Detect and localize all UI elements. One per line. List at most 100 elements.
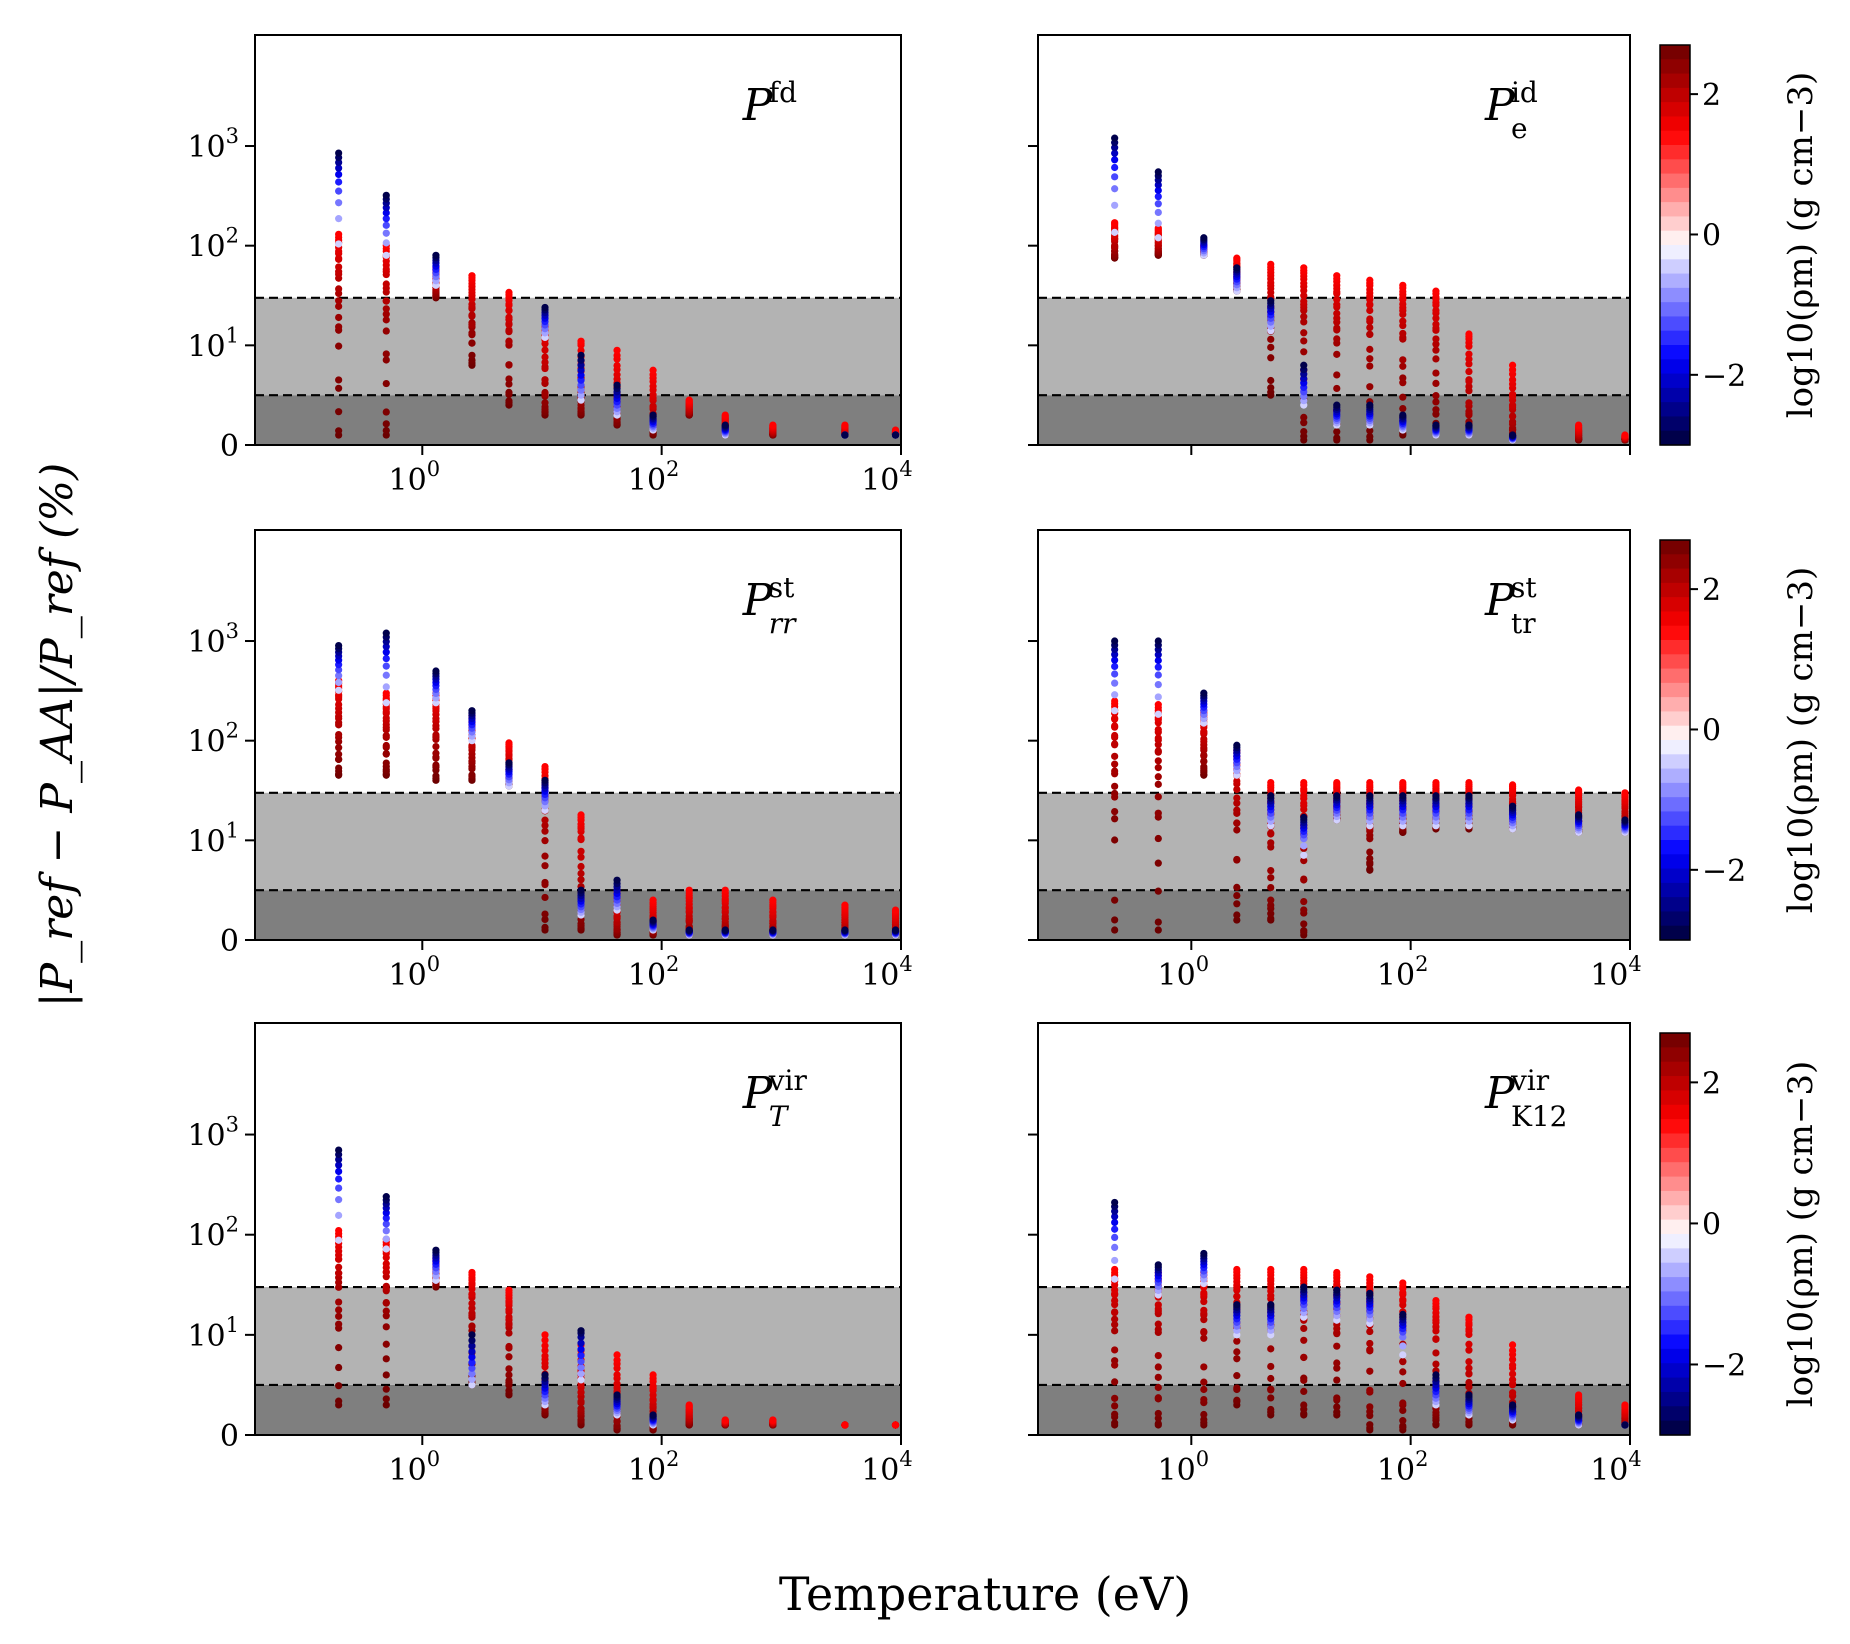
colorbar-segment bbox=[1660, 740, 1690, 755]
data-point bbox=[1267, 883, 1275, 892]
data-point bbox=[1154, 859, 1162, 867]
data-point bbox=[1154, 809, 1162, 817]
colorbar-segment bbox=[1660, 1047, 1690, 1063]
data-point bbox=[1111, 679, 1119, 687]
data-point bbox=[1154, 747, 1162, 755]
data-point bbox=[432, 1246, 440, 1254]
data-point bbox=[335, 755, 343, 763]
data-point bbox=[1200, 1378, 1208, 1386]
data-point bbox=[382, 642, 390, 651]
data-point bbox=[1111, 1419, 1119, 1427]
data-point bbox=[1154, 192, 1162, 201]
data-point bbox=[1465, 778, 1473, 787]
data-point bbox=[505, 337, 513, 345]
data-point bbox=[335, 164, 343, 172]
data-point bbox=[1154, 656, 1162, 665]
colorbar: 2 0 −2 log10(ρm) (g cm−3) bbox=[1659, 539, 1821, 941]
data-point bbox=[1300, 318, 1308, 326]
data-point bbox=[577, 862, 585, 871]
data-point bbox=[577, 876, 585, 884]
y-tick-label: 102 bbox=[187, 224, 239, 265]
data-point bbox=[1508, 781, 1517, 789]
data-point bbox=[468, 1370, 476, 1378]
data-point bbox=[335, 1298, 343, 1306]
data-point bbox=[1366, 345, 1374, 353]
data-point bbox=[505, 1286, 513, 1294]
data-point bbox=[541, 399, 549, 407]
data-point bbox=[613, 1391, 621, 1399]
data-point bbox=[1154, 1363, 1162, 1371]
data-point bbox=[1154, 680, 1162, 689]
data-point bbox=[1267, 778, 1275, 787]
data-point bbox=[468, 1336, 476, 1345]
data-point bbox=[1300, 851, 1308, 859]
data-point bbox=[1465, 350, 1473, 358]
colorbar-frame bbox=[1659, 44, 1691, 446]
colorbar-segment bbox=[1660, 387, 1690, 403]
data-point bbox=[577, 391, 585, 399]
data-point bbox=[1154, 701, 1162, 709]
data-point bbox=[432, 699, 440, 707]
data-point bbox=[1399, 411, 1407, 419]
data-point bbox=[382, 191, 390, 199]
data-point bbox=[613, 346, 621, 354]
colorbar-segment bbox=[1660, 245, 1690, 260]
data-point bbox=[335, 744, 343, 752]
colorbar-segment bbox=[1660, 73, 1690, 89]
data-point bbox=[1111, 1243, 1119, 1252]
y-tick-label: 102 bbox=[187, 719, 239, 760]
data-point bbox=[1333, 309, 1341, 318]
data-point bbox=[1200, 1385, 1208, 1394]
data-point bbox=[335, 297, 343, 305]
plot-area bbox=[1038, 637, 1630, 940]
data-point bbox=[1111, 228, 1119, 236]
data-point bbox=[1267, 1405, 1275, 1414]
data-point bbox=[1154, 208, 1162, 217]
panel-label: Pid e bbox=[1484, 76, 1538, 145]
data-point bbox=[1154, 651, 1162, 659]
data-point bbox=[382, 356, 390, 364]
data-point bbox=[1111, 134, 1119, 142]
data-point bbox=[1200, 1306, 1208, 1314]
data-point bbox=[1432, 346, 1440, 354]
data-point bbox=[1333, 301, 1341, 309]
colorbar-segment bbox=[1660, 1176, 1690, 1192]
data-point bbox=[468, 329, 476, 337]
data-point bbox=[1111, 656, 1119, 664]
data-point bbox=[891, 426, 900, 434]
data-point bbox=[1233, 264, 1241, 272]
data-point bbox=[1333, 1408, 1341, 1416]
data-point bbox=[1366, 792, 1374, 800]
data-point bbox=[1154, 219, 1162, 227]
data-point bbox=[1399, 1417, 1407, 1425]
data-point bbox=[335, 678, 343, 686]
data-point bbox=[335, 686, 343, 694]
x-tick-label: 100 bbox=[389, 457, 441, 498]
data-point bbox=[841, 1421, 849, 1429]
x-tick-label: 100 bbox=[389, 1447, 441, 1488]
colorbar-segment bbox=[1660, 316, 1690, 332]
colorbar-segment bbox=[1660, 1133, 1690, 1149]
data-point bbox=[1432, 406, 1440, 414]
data-point bbox=[541, 1352, 549, 1360]
data-point bbox=[841, 431, 849, 439]
data-point bbox=[1465, 355, 1473, 363]
data-point bbox=[505, 380, 513, 388]
data-point bbox=[1432, 1360, 1440, 1368]
colorbar-segment bbox=[1660, 330, 1690, 346]
data-point bbox=[382, 1235, 390, 1243]
data-point bbox=[468, 1309, 476, 1317]
data-point bbox=[1111, 707, 1119, 715]
colorbar-segment bbox=[1660, 711, 1690, 727]
data-point bbox=[1366, 1273, 1374, 1281]
data-point bbox=[335, 1312, 343, 1320]
data-point bbox=[1200, 234, 1208, 242]
data-point bbox=[1233, 900, 1241, 908]
data-point bbox=[468, 1290, 476, 1298]
data-point bbox=[1432, 778, 1440, 787]
data-point bbox=[1366, 1386, 1374, 1394]
data-point bbox=[1267, 260, 1275, 268]
data-point bbox=[1366, 330, 1374, 338]
data-point bbox=[335, 1363, 343, 1372]
data-point bbox=[335, 158, 343, 167]
